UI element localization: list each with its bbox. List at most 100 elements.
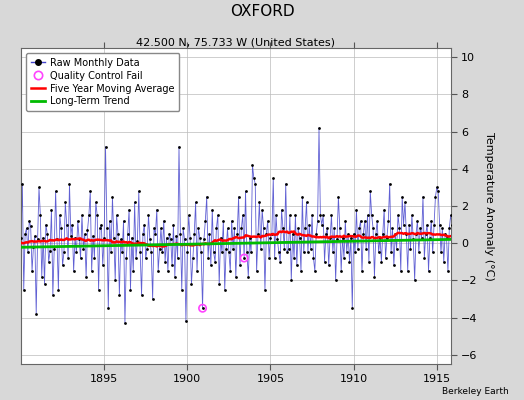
Point <box>61 199 70 206</box>
Point <box>130 199 139 206</box>
Point <box>238 212 247 218</box>
Point <box>392 246 401 252</box>
Point <box>233 231 242 237</box>
Point <box>341 218 350 224</box>
Point <box>406 246 414 252</box>
Point <box>179 225 188 232</box>
Point <box>329 249 337 256</box>
Point <box>173 255 182 261</box>
Point <box>121 320 129 326</box>
Point <box>94 286 103 293</box>
Point <box>442 234 451 241</box>
Point <box>438 225 446 232</box>
Point <box>359 231 367 237</box>
Point <box>113 212 121 218</box>
Point <box>378 231 387 237</box>
Point <box>391 231 399 237</box>
Point <box>168 262 176 269</box>
Point <box>71 234 79 241</box>
Point <box>302 199 311 206</box>
Point <box>215 281 223 287</box>
Point <box>352 206 361 213</box>
Point <box>419 194 427 200</box>
Point <box>79 246 88 252</box>
Point <box>380 206 388 213</box>
Point <box>205 231 214 237</box>
Point <box>440 258 448 265</box>
Point <box>97 221 105 228</box>
Point <box>143 246 151 252</box>
Point <box>372 231 380 237</box>
Point <box>261 286 269 293</box>
Point <box>169 221 178 228</box>
Point <box>333 236 341 243</box>
Point <box>38 274 46 280</box>
Point <box>34 236 42 243</box>
Point <box>286 212 294 218</box>
Point <box>370 274 379 280</box>
Point <box>36 212 45 218</box>
Point <box>202 194 211 200</box>
Point <box>222 246 231 252</box>
Point <box>423 221 431 228</box>
Point <box>446 212 455 218</box>
Point <box>326 234 334 241</box>
Point <box>324 262 333 269</box>
Point <box>18 180 27 187</box>
Point <box>199 305 207 312</box>
Title: 42.500 N, 75.733 W (United States): 42.500 N, 75.733 W (United States) <box>136 37 335 47</box>
Point <box>257 246 265 252</box>
Point <box>361 218 369 224</box>
Point <box>115 292 124 298</box>
Point <box>444 268 452 274</box>
Point <box>376 234 384 241</box>
Point <box>89 232 97 239</box>
Point <box>243 249 251 256</box>
Point <box>119 218 128 224</box>
Point <box>184 212 193 218</box>
Point <box>206 262 215 269</box>
Point <box>401 199 409 206</box>
Point <box>383 234 391 241</box>
Point <box>337 268 345 274</box>
Point <box>309 255 318 261</box>
Point <box>425 234 434 241</box>
Point <box>366 188 375 194</box>
Point <box>159 218 168 224</box>
Point <box>304 249 312 256</box>
Point <box>259 225 268 232</box>
Point <box>435 221 444 228</box>
Point <box>60 249 68 256</box>
Point <box>344 231 352 237</box>
Point <box>45 258 53 265</box>
Point <box>348 305 356 312</box>
Point <box>128 234 136 241</box>
Point <box>223 225 232 232</box>
Point <box>323 225 332 232</box>
Point <box>276 258 285 265</box>
Point <box>335 225 344 232</box>
Point <box>108 194 117 200</box>
Point <box>77 255 85 261</box>
Point <box>408 212 416 218</box>
Point <box>377 258 386 265</box>
Point <box>308 212 316 218</box>
Point <box>47 206 56 213</box>
Point <box>279 225 287 232</box>
Point <box>362 246 370 252</box>
Point <box>126 286 135 293</box>
Point <box>246 234 254 241</box>
Point <box>165 231 173 237</box>
Point <box>137 292 146 298</box>
Point <box>46 248 54 254</box>
Point <box>369 225 377 232</box>
Point <box>24 249 32 256</box>
Point <box>421 231 430 237</box>
Point <box>268 231 276 237</box>
Point <box>212 225 221 232</box>
Point <box>258 206 266 213</box>
Point <box>405 221 413 228</box>
Point <box>384 218 392 224</box>
Point <box>150 225 158 232</box>
Point <box>96 225 104 232</box>
